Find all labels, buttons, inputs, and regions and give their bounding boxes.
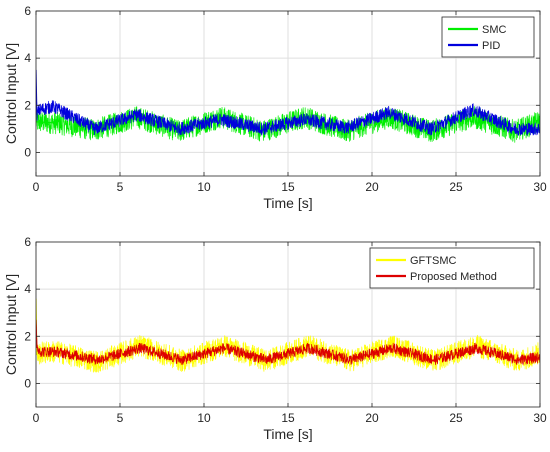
y-tick-label: 6 (24, 235, 31, 249)
x-tick-label: 30 (533, 411, 547, 425)
y-tick-label: 0 (24, 145, 31, 159)
legend-label: SMC (482, 24, 507, 36)
y-tick-label: 2 (24, 329, 31, 343)
legend-label: PID (482, 40, 500, 52)
x-tick-label: 15 (281, 180, 295, 194)
series-initial-spike (36, 121, 57, 124)
legend: SMC PID (441, 16, 535, 58)
x-tick-label: 10 (197, 180, 211, 194)
x-tick-label: 20 (365, 411, 379, 425)
series-line (36, 74, 540, 136)
chart-panel-bottom: 0 5 10 15 20 25 30 0 2 4 6 Time [s] Control Input [V… (3, 235, 547, 442)
x-tick-label: 0 (33, 411, 40, 425)
y-tick-label: 6 (24, 4, 31, 18)
series-line (36, 321, 540, 366)
chart-panel-top: 0 5 10 15 20 25 30 0 2 4 6 Time [s] Control Input [V… (3, 4, 547, 211)
x-axis-label: Time [s] (263, 195, 312, 211)
legend-box (369, 247, 535, 289)
y-tick-label: 4 (24, 51, 31, 65)
x-axis-label: Time [s] (263, 426, 312, 442)
x-tick-label: 15 (281, 411, 295, 425)
y-axis-label: Control Input [V] (3, 274, 19, 375)
x-tick-label: 10 (197, 411, 211, 425)
x-tick-label: 30 (533, 180, 547, 194)
legend-label: Proposed Method (410, 271, 497, 283)
x-tick-label: 5 (117, 411, 124, 425)
x-tick-label: 25 (449, 411, 463, 425)
x-tick-label: 25 (449, 180, 463, 194)
legend-box (441, 16, 535, 58)
y-tick-label: 2 (24, 98, 31, 112)
y-tick-label: 0 (24, 376, 31, 390)
legend: GFTSMC Proposed Method (369, 247, 535, 289)
y-tick-label: 4 (24, 282, 31, 296)
x-tick-label: 20 (365, 180, 379, 194)
y-axis-label: Control Input [V] (3, 43, 19, 144)
x-tick-label: 5 (117, 180, 124, 194)
legend-label: GFTSMC (410, 255, 456, 267)
x-tick-label: 0 (33, 180, 40, 194)
